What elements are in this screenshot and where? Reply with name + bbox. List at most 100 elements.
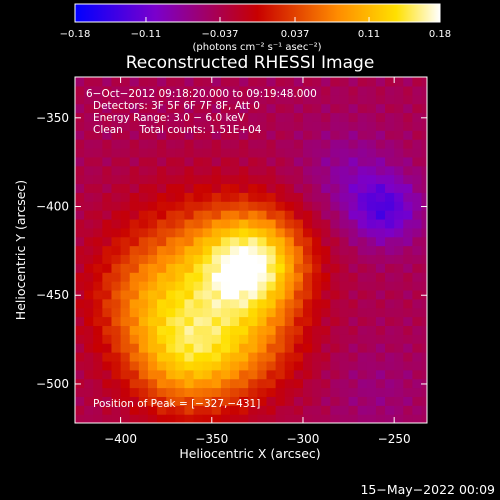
heatmap-cell xyxy=(84,85,94,96)
heatmap-cell xyxy=(412,387,423,397)
heatmap-cell xyxy=(293,245,304,256)
heatmap-cell xyxy=(293,396,304,406)
heatmap-cell xyxy=(111,218,122,229)
heatmap-cell xyxy=(120,414,131,423)
heatmap-cell xyxy=(202,378,213,389)
heatmap-cell xyxy=(220,387,231,397)
heatmap-image xyxy=(75,77,427,423)
heatmap-cell xyxy=(102,378,113,389)
heatmap-cell xyxy=(293,165,304,176)
heatmap-cell xyxy=(421,307,427,318)
heatmap-cell xyxy=(175,183,186,193)
heatmap-cell xyxy=(348,316,359,327)
heatmap-cell xyxy=(339,281,350,291)
heatmap-cell xyxy=(257,218,268,229)
heatmap-cell xyxy=(284,254,295,264)
heatmap-cell xyxy=(275,343,286,353)
heatmap-cell xyxy=(412,147,423,158)
heatmap-cell xyxy=(129,369,140,380)
heatmap-cell xyxy=(120,289,131,300)
heatmap-cell xyxy=(230,325,240,335)
heatmap-cell xyxy=(403,218,414,229)
heatmap-cell xyxy=(321,360,331,371)
heatmap-cell xyxy=(93,174,103,185)
heatmap-cell xyxy=(394,174,404,185)
heatmap-cell xyxy=(175,360,186,371)
heatmap-cell xyxy=(147,121,158,131)
footer-date: 15−May−2022 00:09 xyxy=(360,482,495,497)
heatmap-cell xyxy=(257,360,268,371)
heatmap-cell xyxy=(175,130,186,140)
heatmap-cell xyxy=(366,387,377,397)
heatmap-cell xyxy=(293,289,304,300)
heatmap-cell xyxy=(202,77,213,87)
heatmap-cell xyxy=(257,343,268,353)
heatmap-cell xyxy=(266,85,277,96)
heatmap-cell xyxy=(120,183,131,193)
heatmap-cell xyxy=(239,147,249,158)
heatmap-cell xyxy=(321,289,331,300)
heatmap-cell xyxy=(138,183,149,193)
heatmap-cell xyxy=(302,77,313,87)
heatmap-cell xyxy=(394,139,404,149)
heatmap-cell xyxy=(293,325,304,335)
heatmap-cell xyxy=(375,307,386,318)
heatmap-cell xyxy=(248,121,258,131)
heatmap-cell xyxy=(412,360,423,371)
heatmap-cell xyxy=(321,218,331,229)
heatmap-cell xyxy=(248,289,258,300)
heatmap-cell xyxy=(293,352,304,362)
heatmap-cell xyxy=(284,85,295,96)
heatmap-cell xyxy=(330,103,341,114)
heatmap-cell xyxy=(366,298,377,309)
heatmap-cell xyxy=(211,165,222,176)
heatmap-cell xyxy=(193,103,204,114)
heatmap-cell xyxy=(248,245,258,256)
heatmap-cell xyxy=(157,147,167,158)
heatmap-cell xyxy=(293,334,304,344)
heatmap-cell xyxy=(248,165,258,176)
heatmap-cell xyxy=(175,218,186,229)
heatmap-cell xyxy=(111,378,122,389)
heatmap-cell xyxy=(412,316,423,327)
heatmap-cell xyxy=(330,121,341,131)
heatmap-cell xyxy=(403,307,414,318)
heatmap-cell xyxy=(375,218,386,229)
heatmap-cell xyxy=(257,139,268,149)
heatmap-cell xyxy=(84,236,94,247)
heatmap-cell xyxy=(385,103,395,114)
heatmap-cell xyxy=(230,94,240,105)
heatmap-cell xyxy=(293,272,304,282)
heatmap-cell xyxy=(385,77,395,87)
heatmap-cell xyxy=(102,156,113,167)
heatmap-cell xyxy=(293,378,304,389)
x-tick-label: −400 xyxy=(104,432,137,446)
heatmap-cell xyxy=(138,378,149,389)
heatmap-cell xyxy=(138,210,149,220)
heatmap-cell xyxy=(293,307,304,318)
heatmap-cell xyxy=(412,325,423,335)
heatmap-cell xyxy=(293,130,304,140)
heatmap-cell xyxy=(230,334,240,344)
heatmap-cell xyxy=(202,369,213,380)
heatmap-cell xyxy=(93,139,103,149)
heatmap-cell xyxy=(93,77,103,87)
heatmap-cell xyxy=(75,112,85,122)
counts-annotation: Clean Total counts: 1.51E+04 xyxy=(93,124,262,136)
heatmap-cell xyxy=(321,156,331,167)
heatmap-cell xyxy=(266,307,277,318)
heatmap-cell xyxy=(202,387,213,397)
heatmap-cell xyxy=(412,77,423,87)
y-tick-label: −500 xyxy=(36,377,69,391)
heatmap-cell xyxy=(239,174,249,185)
heatmap-cell xyxy=(348,103,359,114)
heatmap-cell xyxy=(412,254,423,264)
heatmap-cell xyxy=(75,245,85,256)
heatmap-cell xyxy=(421,387,427,397)
heatmap-cell xyxy=(166,121,176,131)
heatmap-cell xyxy=(394,414,404,423)
heatmap-cell xyxy=(120,130,131,140)
heatmap-cell xyxy=(184,316,195,327)
heatmap-cell xyxy=(193,316,204,327)
heatmap-cell xyxy=(220,121,231,131)
